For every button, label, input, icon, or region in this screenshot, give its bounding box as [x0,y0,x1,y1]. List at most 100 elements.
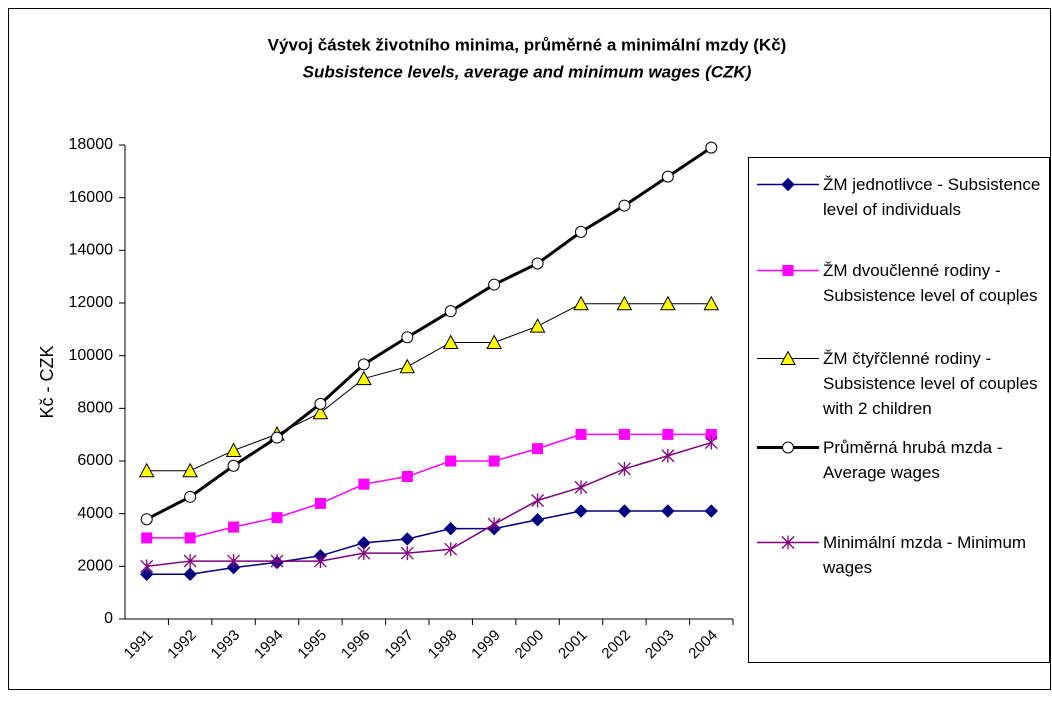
legend-symbol [757,535,819,550]
legend-label: ŽM čtyřčlenné rodiny - Subsistence level… [823,349,1038,418]
legend-entry: ŽM jednotlivce - Subsistence level of in… [755,172,1049,222]
marker [312,404,329,420]
marker [532,443,544,455]
marker [399,358,416,374]
chart-subtitle: Subsistence levels, average and minimum … [303,62,752,81]
marker [184,490,197,503]
marker [182,462,198,478]
marker [400,532,414,546]
marker [781,535,795,550]
y-tick-label: 2000 [77,558,113,575]
y-tick-label: 16000 [69,189,114,206]
marker [487,517,501,532]
marker [705,141,718,154]
marker [703,295,720,311]
marker [444,521,458,536]
marker [445,455,457,467]
series-line [146,146,713,521]
marker [575,225,587,238]
marker [444,542,458,557]
marker [662,428,674,440]
y-tick-label: 14000 [69,242,114,259]
y-tick-label: 6000 [77,452,113,469]
marker [141,532,153,544]
legend-label: ŽM dvoučlenné rodiny - Subsistence level… [823,261,1038,305]
marker [531,493,545,508]
legend-entry: ŽM dvoučlenné rodiny - Subsistence level… [755,258,1049,308]
marker [357,358,370,371]
marker [574,480,588,495]
marker [357,546,371,561]
marker [529,318,546,333]
marker [704,435,718,450]
marker [227,554,241,569]
marker [661,170,674,183]
marker [781,177,795,192]
marker [356,370,372,386]
marker [313,554,327,569]
marker [400,546,414,561]
legend-entry: Průměrná hrubá mzda - Average wages [755,435,1049,485]
marker [140,567,154,581]
marker [660,295,676,311]
legend-label: ŽM jednotlivce - Subsistence level of in… [823,175,1041,219]
marker [401,471,413,483]
marker [486,334,502,349]
legend-symbol [757,177,819,192]
marker [314,397,327,410]
marker [225,442,242,457]
marker [488,455,500,467]
y-tick-label: 10000 [69,347,114,364]
marker [270,554,284,569]
marker [138,462,155,478]
chart-title: Vývoj částek životního minima, průměrné … [268,35,787,54]
legend: ŽM jednotlivce - Subsistence level of in… [748,157,1050,663]
y-tick-label: 18000 [69,136,114,153]
legend-label: Průměrná hrubá mzda - Average wages [823,438,1003,482]
y-axis-label: Kč - CZK [37,345,57,418]
marker [442,334,459,349]
series-line [146,303,712,472]
marker [228,521,240,533]
y-tick-label: 12000 [69,294,114,311]
legend-entry: ŽM čtyřčlenné rodiny - Subsistence level… [755,346,1049,421]
marker [661,448,675,463]
marker [488,278,501,291]
marker [140,513,153,526]
series-line [146,510,712,575]
y-tick-label: 8000 [77,400,113,417]
marker [531,257,544,270]
marker [184,532,196,544]
marker [271,512,283,524]
marker [782,441,794,454]
legend-label: Minimální mzda - Minimum wages [823,533,1027,577]
legend-symbol [757,265,819,276]
series-line [146,433,712,539]
marker [782,265,794,276]
marker [444,305,457,318]
marker [314,497,326,509]
marker [140,559,154,574]
y-tick-label: 0 [104,610,113,627]
marker [616,295,633,311]
marker [574,504,588,518]
marker [530,513,545,527]
legend-symbol [757,441,819,454]
marker [227,459,240,472]
marker [401,331,414,344]
marker [617,461,631,476]
marker [183,567,197,581]
marker [575,428,587,440]
marker [618,428,630,440]
legend-entry: Minimální mzda - Minimum wages [755,530,1049,580]
marker [358,478,370,490]
marker [704,504,718,518]
marker [271,431,283,444]
legend-symbol [757,350,819,365]
series-line [146,441,712,568]
y-tick-label: 4000 [77,505,113,522]
marker [573,295,589,311]
marker [183,554,197,569]
marker [617,504,632,518]
